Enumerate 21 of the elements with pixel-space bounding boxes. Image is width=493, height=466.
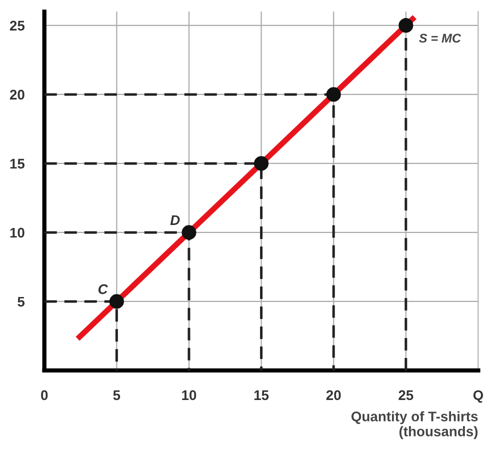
- y-tick-label: 10: [10, 228, 24, 238]
- annotation: C: [98, 284, 108, 294]
- x-tick-label: 25: [398, 390, 414, 400]
- point: [326, 87, 341, 102]
- point: [398, 18, 414, 33]
- y-tick-label: 20: [10, 90, 24, 100]
- y-tick-label: 5: [18, 296, 25, 307]
- y-tick-label: 25: [10, 20, 25, 31]
- x-tick-label: 15: [254, 390, 269, 400]
- x-tick-label: Q: [473, 390, 484, 403]
- y-tick-label: 15: [10, 158, 25, 169]
- x-tick-label: 0: [41, 390, 48, 400]
- point: [109, 294, 124, 309]
- annotation: D: [170, 215, 180, 225]
- series-label: S = MC: [419, 34, 462, 43]
- x-tick-label: 5: [113, 390, 120, 400]
- x-tick-label: 20: [326, 390, 341, 400]
- point: [254, 156, 269, 171]
- x-tick-label: 10: [182, 390, 196, 400]
- x-axis-title: Quantity of T-shirts (thousands): [351, 411, 478, 440]
- point: [182, 225, 196, 240]
